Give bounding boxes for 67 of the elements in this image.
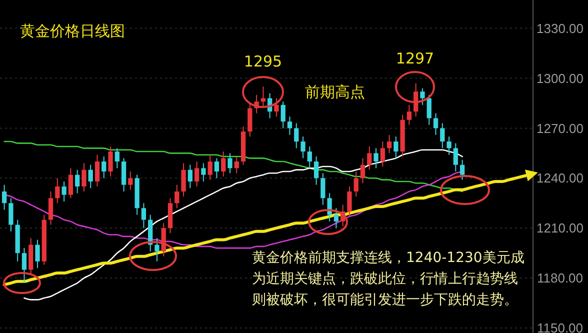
candlestick (55, 178, 60, 204)
candlestick (214, 158, 220, 179)
candlestick (75, 169, 80, 194)
candlestick (2, 184, 7, 210)
candlestick (426, 94, 432, 126)
candlestick (314, 156, 319, 186)
candlestick (208, 154, 212, 180)
candlestick (141, 202, 146, 229)
y-tick-label: 1240.00 (536, 170, 584, 186)
candlestick (406, 104, 412, 126)
y-tick-label: 1210.00 (536, 220, 584, 236)
candlestick (94, 154, 100, 187)
candlestick (446, 136, 452, 156)
annotation: 前期高点 (305, 83, 365, 101)
candlestick (22, 248, 27, 284)
candlestick (68, 168, 74, 199)
candlestick (62, 180, 66, 202)
candlestick (154, 238, 160, 262)
candlestick (194, 161, 200, 187)
candlestick (294, 122, 299, 149)
candlestick (188, 164, 192, 189)
candlestick (114, 148, 120, 169)
candlestick (367, 146, 372, 170)
candlestick (181, 162, 186, 197)
candlestick (300, 136, 306, 159)
y-tick-label: 1150.00 (536, 320, 584, 333)
candlestick (307, 146, 312, 169)
candlestick (360, 158, 366, 184)
y-tick-label: 1270.00 (536, 120, 584, 136)
candlestick (234, 156, 239, 174)
candlestick (327, 192, 332, 222)
y-tick-label: 1330.00 (536, 20, 584, 36)
candlestick (354, 170, 358, 197)
candlestick (287, 116, 292, 136)
candlestick (48, 190, 54, 226)
annotation: 1295 (244, 52, 282, 71)
candlestick (460, 159, 465, 180)
candlestick (386, 134, 392, 154)
candlestick (394, 136, 398, 159)
candlestick (102, 156, 106, 179)
candlestick (35, 239, 40, 269)
y-tick-label: 1180.00 (536, 270, 584, 286)
candlestick (320, 172, 326, 206)
candlestick (128, 170, 133, 190)
y-tick-label: 1300.00 (536, 70, 584, 86)
candlestick (334, 208, 339, 229)
line-series (4, 140, 463, 192)
candlestick (82, 162, 86, 192)
candlestick (453, 142, 458, 172)
candlestick (201, 162, 206, 182)
candlestick (228, 152, 232, 174)
candlestick (380, 141, 385, 167)
candlestick (374, 148, 378, 169)
candlestick (440, 122, 445, 149)
candlestick (221, 151, 226, 177)
candlestick (108, 146, 113, 177)
text: 黄金价格日线图 (20, 22, 125, 40)
candlestick (347, 186, 352, 217)
annotation: 1297 (396, 49, 434, 68)
candlestick (280, 101, 286, 129)
candlestick (433, 112, 438, 136)
candlestick (174, 184, 180, 209)
annotation: 黄金价格前期支撑连线，1240-1230美元成为近期关键点，跌破此位，行情上行趋势线则被破坏，很可能引发进一步下跌的走势。 (252, 250, 524, 308)
candlestick (420, 88, 425, 106)
candlestick (8, 198, 14, 232)
candlestick (88, 164, 93, 189)
candlestick (121, 158, 126, 192)
